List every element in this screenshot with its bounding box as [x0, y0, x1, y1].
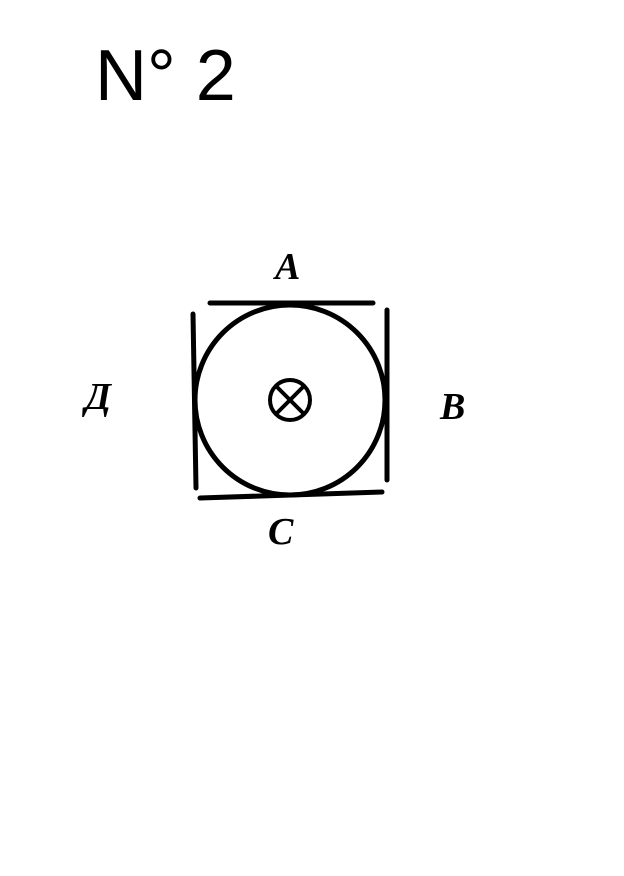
- tangent-bottom: [200, 492, 382, 498]
- label-D: Д: [85, 375, 111, 419]
- label-C: C: [268, 510, 293, 554]
- physics-diagram: [0, 0, 624, 876]
- tangent-left: [193, 314, 196, 488]
- label-B: B: [440, 385, 465, 429]
- current-into-page-symbol: [270, 380, 310, 420]
- label-A: A: [275, 245, 300, 289]
